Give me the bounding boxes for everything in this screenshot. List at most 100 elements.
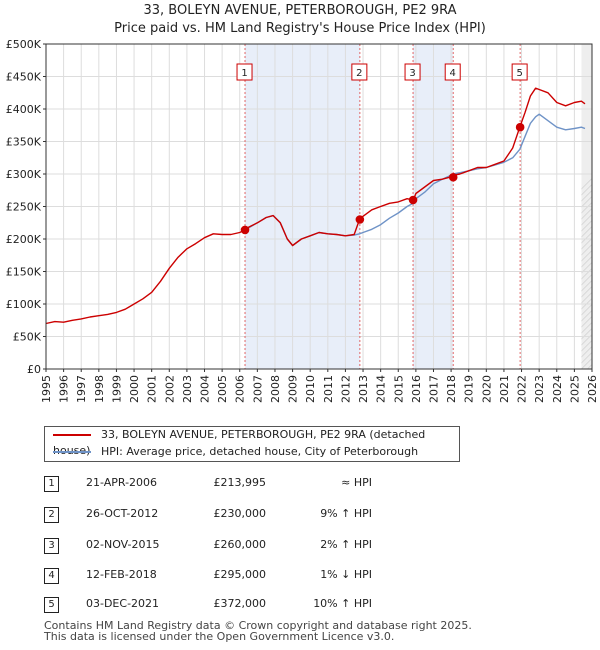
x-tick-label: 2023 bbox=[533, 375, 546, 403]
x-tick-label: 2024 bbox=[551, 375, 564, 403]
sale-marker-box bbox=[444, 63, 461, 81]
x-tick-label: 2015 bbox=[392, 375, 405, 403]
legend-item-hpi: HPI: Average price, detached house, City… bbox=[53, 444, 418, 460]
x-tick-label: 2012 bbox=[339, 375, 352, 403]
sale-row: 3 02-NOV-2015 £260,000 2% ↑ HPI bbox=[0, 535, 600, 555]
sale-hpi-comparison: 1% ↓ HPI bbox=[320, 568, 372, 581]
sale-point bbox=[355, 215, 365, 224]
sale-price: £213,995 bbox=[213, 476, 267, 489]
y-tick-label: £50K bbox=[13, 331, 42, 344]
legend-swatch-hpi bbox=[53, 451, 91, 453]
sale-number: 3 bbox=[44, 538, 59, 554]
footer-copyright: Contains HM Land Registry data © Crown c… bbox=[44, 619, 472, 632]
forecast-hatch bbox=[581, 304, 592, 316]
sale-row: 5 03-DEC-2021 £372,000 10% ↑ HPI bbox=[0, 594, 600, 614]
x-tick-label: 2022 bbox=[516, 375, 529, 403]
sale-marker-box bbox=[404, 63, 421, 81]
y-tick-label: £300K bbox=[6, 168, 42, 181]
x-tick-label: 2014 bbox=[375, 375, 388, 403]
sale-price: £295,000 bbox=[213, 568, 267, 581]
sale-price: £372,000 bbox=[213, 597, 267, 610]
sale-marker-label: 2 bbox=[356, 68, 362, 79]
sale-point bbox=[408, 195, 418, 205]
x-tick-label: 2000 bbox=[128, 375, 141, 403]
legend-label-property: 33, BOLEYN AVENUE, PETERBOROUGH, PE2 9RA… bbox=[53, 428, 426, 457]
x-tick-label: 2004 bbox=[199, 375, 212, 403]
forecast-hatch bbox=[593, 44, 600, 369]
sale-marker-label: 4 bbox=[450, 68, 456, 79]
sale-marker-label: 5 bbox=[516, 68, 522, 79]
x-tick-label: 2010 bbox=[304, 375, 317, 403]
x-tick-label: 2013 bbox=[357, 375, 370, 403]
chart-title: 33, BOLEYN AVENUE, PETERBOROUGH, PE2 9RA bbox=[143, 3, 457, 18]
y-tick-label: £350K bbox=[6, 136, 42, 149]
y-tick-label: £0 bbox=[27, 363, 41, 376]
sale-row: 2 26-OCT-2012 £230,000 9% ↑ HPI bbox=[0, 504, 600, 524]
chart-legend: 33, BOLEYN AVENUE, PETERBOROUGH, PE2 9RA… bbox=[44, 426, 460, 462]
x-tick-label: 2016 bbox=[410, 375, 423, 403]
x-tick-label: 1997 bbox=[75, 375, 88, 403]
legend-swatch-property bbox=[53, 434, 91, 436]
sale-marker-box bbox=[351, 63, 368, 81]
property-price-line bbox=[45, 87, 586, 325]
x-tick-label: 2011 bbox=[322, 375, 335, 403]
legend-label-hpi: HPI: Average price, detached house, City… bbox=[101, 445, 419, 458]
sale-hpi-comparison: 10% ↑ HPI bbox=[313, 597, 372, 610]
sale-date: 03-DEC-2021 bbox=[86, 597, 160, 610]
sale-number: 1 bbox=[44, 476, 59, 492]
sale-date: 21-APR-2006 bbox=[86, 476, 158, 489]
sale-price: £260,000 bbox=[213, 538, 267, 551]
x-tick-label: 1996 bbox=[58, 375, 71, 403]
sale-hpi-comparison: 2% ↑ HPI bbox=[320, 538, 372, 551]
x-tick-label: 2008 bbox=[269, 375, 282, 403]
sale-point bbox=[515, 122, 525, 132]
x-tick-label: 1995 bbox=[40, 375, 53, 403]
x-tick-label: 1999 bbox=[110, 375, 123, 403]
sale-marker-box bbox=[236, 63, 253, 81]
chart-subtitle: Price paid vs. HM Land Registry's House … bbox=[114, 21, 486, 36]
sale-point bbox=[448, 172, 458, 182]
x-tick-label: 1998 bbox=[93, 375, 106, 403]
x-tick-label: 2001 bbox=[146, 375, 159, 403]
sale-date: 26-OCT-2012 bbox=[86, 507, 159, 520]
sale-marker-box bbox=[511, 63, 528, 81]
sale-number: 4 bbox=[44, 568, 59, 584]
x-tick-label: 2017 bbox=[427, 375, 440, 403]
x-tick-label: 2006 bbox=[234, 375, 247, 403]
x-tick-label: 2007 bbox=[251, 375, 264, 403]
y-tick-label: £450K bbox=[6, 71, 42, 84]
footer-licence: This data is licensed under the Open Gov… bbox=[44, 630, 395, 643]
y-tick-label: £200K bbox=[6, 233, 42, 246]
sale-row: 4 12-FEB-2018 £295,000 1% ↓ HPI bbox=[0, 565, 600, 585]
sale-hpi-comparison: 9% ↑ HPI bbox=[320, 507, 372, 520]
x-tick-label: 2005 bbox=[216, 375, 229, 403]
x-tick-label: 2002 bbox=[163, 375, 176, 403]
x-tick-label: 2021 bbox=[498, 375, 511, 403]
sale-hpi-comparison: ≈ HPI bbox=[341, 476, 372, 489]
sale-marker-label: 3 bbox=[409, 68, 415, 79]
x-tick-label: 2003 bbox=[181, 375, 194, 403]
x-tick-label: 2018 bbox=[445, 375, 458, 403]
y-tick-label: £500K bbox=[6, 38, 42, 51]
y-tick-label: £400K bbox=[6, 103, 42, 116]
x-tick-label: 2009 bbox=[287, 375, 300, 403]
x-tick-label: 2025 bbox=[568, 375, 581, 403]
sale-marker-label: 1 bbox=[241, 68, 247, 79]
price-chart: 1 2 3 4 5 £0 £50K £100K £150K £200K £250K £300K £350… bbox=[6, 38, 600, 403]
x-tick-label: 2026 bbox=[586, 375, 599, 403]
legend-item-property: 33, BOLEYN AVENUE, PETERBOROUGH, PE2 9RA… bbox=[53, 427, 459, 457]
footer-attribution: Contains HM Land Registry data © Crown c… bbox=[44, 620, 472, 642]
sale-row: 1 21-APR-2006 £213,995 ≈ HPI bbox=[0, 473, 600, 493]
sale-point bbox=[240, 225, 250, 235]
x-tick-label: 2019 bbox=[463, 375, 476, 403]
y-tick-label: £100K bbox=[6, 298, 42, 311]
sale-date: 02-NOV-2015 bbox=[86, 538, 160, 551]
sale-number: 2 bbox=[44, 507, 59, 523]
sale-price: £230,000 bbox=[213, 507, 267, 520]
sale-number: 5 bbox=[44, 597, 59, 613]
x-tick-label: 2020 bbox=[480, 375, 493, 403]
forecast-hatch bbox=[581, 310, 592, 322]
y-tick-label: £150K bbox=[6, 266, 42, 279]
sale-date: 12-FEB-2018 bbox=[86, 568, 157, 581]
y-tick-label: £250K bbox=[6, 201, 42, 214]
